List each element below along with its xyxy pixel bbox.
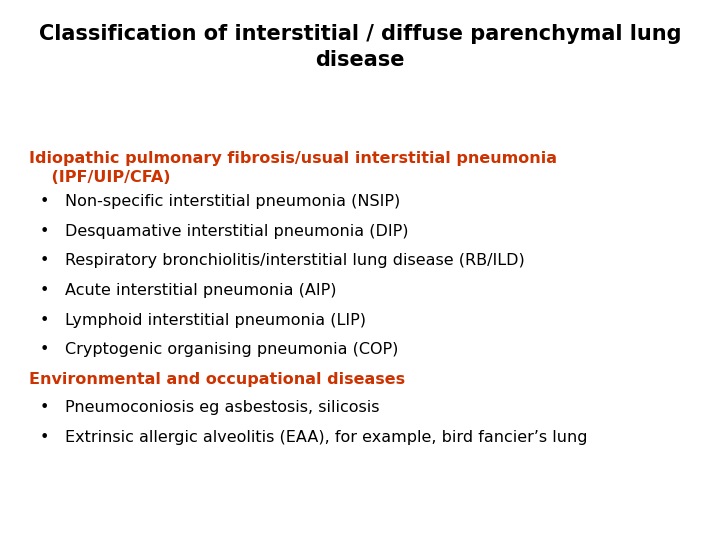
Text: •: • xyxy=(40,313,49,328)
Text: Non-specific interstitial pneumonia (NSIP): Non-specific interstitial pneumonia (NSI… xyxy=(65,194,400,209)
Text: Lymphoid interstitial pneumonia (LIP): Lymphoid interstitial pneumonia (LIP) xyxy=(65,313,366,328)
Text: Idiopathic pulmonary fibrosis/usual interstitial pneumonia
    (IPF/UIP/CFA): Idiopathic pulmonary fibrosis/usual inte… xyxy=(29,151,557,185)
Text: •: • xyxy=(40,430,49,445)
Text: •: • xyxy=(40,342,49,357)
Text: Desquamative interstitial pneumonia (DIP): Desquamative interstitial pneumonia (DIP… xyxy=(65,224,408,239)
Text: Pneumoconiosis eg asbestosis, silicosis: Pneumoconiosis eg asbestosis, silicosis xyxy=(65,400,379,415)
Text: Respiratory bronchiolitis/interstitial lung disease (RB/ILD): Respiratory bronchiolitis/interstitial l… xyxy=(65,253,525,268)
Text: •: • xyxy=(40,400,49,415)
Text: Cryptogenic organising pneumonia (COP): Cryptogenic organising pneumonia (COP) xyxy=(65,342,398,357)
Text: Extrinsic allergic alveolitis (EAA), for example, bird fancier’s lung: Extrinsic allergic alveolitis (EAA), for… xyxy=(65,430,588,445)
Text: Environmental and occupational diseases: Environmental and occupational diseases xyxy=(29,372,405,387)
Text: •: • xyxy=(40,283,49,298)
Text: Acute interstitial pneumonia (AIP): Acute interstitial pneumonia (AIP) xyxy=(65,283,336,298)
Text: •: • xyxy=(40,253,49,268)
Text: •: • xyxy=(40,224,49,239)
Text: Classification of interstitial / diffuse parenchymal lung
disease: Classification of interstitial / diffuse… xyxy=(39,24,681,70)
Text: •: • xyxy=(40,194,49,209)
